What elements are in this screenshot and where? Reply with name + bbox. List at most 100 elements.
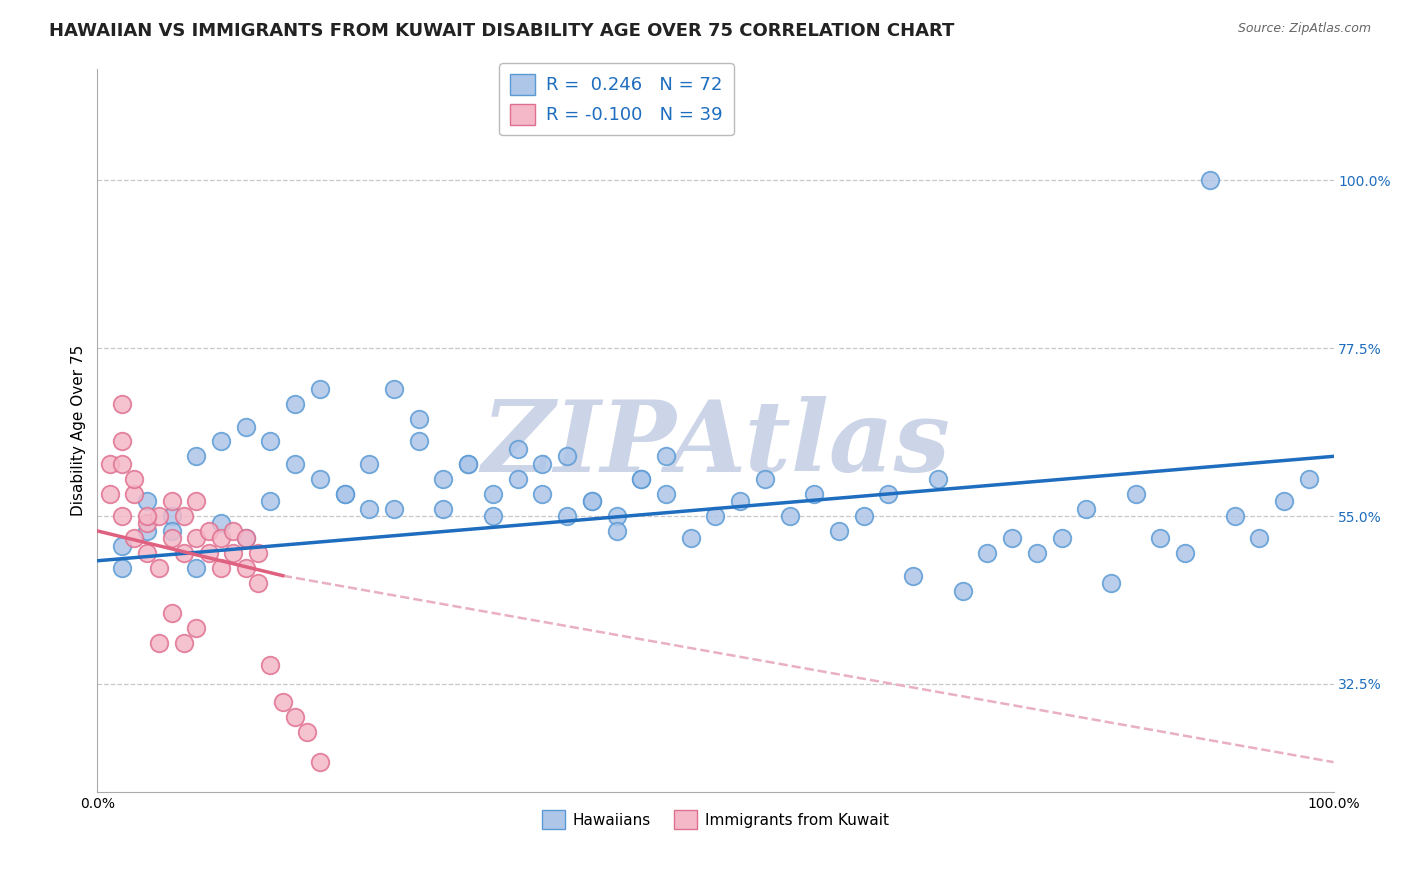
- Point: [432, 501, 454, 516]
- Point: [148, 561, 170, 575]
- Point: [976, 546, 998, 560]
- Point: [259, 658, 281, 673]
- Point: [779, 508, 801, 523]
- Point: [135, 516, 157, 531]
- Y-axis label: Disability Age Over 75: Disability Age Over 75: [72, 344, 86, 516]
- Point: [482, 486, 505, 500]
- Point: [754, 472, 776, 486]
- Point: [135, 494, 157, 508]
- Point: [927, 472, 949, 486]
- Point: [259, 494, 281, 508]
- Point: [1199, 173, 1222, 187]
- Point: [1099, 576, 1122, 591]
- Point: [457, 457, 479, 471]
- Point: [259, 434, 281, 449]
- Point: [482, 508, 505, 523]
- Point: [1174, 546, 1197, 560]
- Point: [1298, 472, 1320, 486]
- Point: [432, 472, 454, 486]
- Point: [197, 524, 219, 538]
- Point: [728, 494, 751, 508]
- Point: [284, 710, 307, 724]
- Point: [308, 472, 330, 486]
- Point: [173, 636, 195, 650]
- Point: [235, 532, 257, 546]
- Point: [209, 532, 232, 546]
- Point: [1050, 532, 1073, 546]
- Point: [124, 472, 146, 486]
- Point: [297, 725, 319, 739]
- Point: [655, 486, 678, 500]
- Text: HAWAIIAN VS IMMIGRANTS FROM KUWAIT DISABILITY AGE OVER 75 CORRELATION CHART: HAWAIIAN VS IMMIGRANTS FROM KUWAIT DISAB…: [49, 22, 955, 40]
- Point: [655, 450, 678, 464]
- Point: [111, 434, 134, 449]
- Point: [284, 397, 307, 411]
- Point: [160, 606, 183, 620]
- Point: [1223, 508, 1246, 523]
- Point: [852, 508, 875, 523]
- Point: [160, 532, 183, 546]
- Point: [408, 412, 430, 426]
- Point: [555, 450, 578, 464]
- Point: [111, 508, 134, 523]
- Point: [98, 457, 121, 471]
- Point: [124, 532, 146, 546]
- Point: [457, 457, 479, 471]
- Point: [308, 755, 330, 769]
- Point: [531, 457, 554, 471]
- Point: [581, 494, 603, 508]
- Legend: Hawaiians, Immigrants from Kuwait: Hawaiians, Immigrants from Kuwait: [536, 804, 894, 835]
- Point: [111, 457, 134, 471]
- Point: [382, 382, 405, 396]
- Point: [186, 561, 208, 575]
- Point: [1249, 532, 1271, 546]
- Point: [704, 508, 727, 523]
- Point: [148, 508, 170, 523]
- Point: [160, 524, 183, 538]
- Point: [148, 636, 170, 650]
- Point: [359, 501, 381, 516]
- Point: [271, 696, 294, 710]
- Point: [506, 442, 529, 456]
- Point: [160, 494, 183, 508]
- Point: [209, 516, 232, 531]
- Point: [333, 486, 356, 500]
- Text: ZIPAtlas: ZIPAtlas: [481, 396, 950, 493]
- Point: [135, 508, 157, 523]
- Point: [197, 546, 219, 560]
- Point: [222, 524, 245, 538]
- Point: [135, 546, 157, 560]
- Point: [803, 486, 825, 500]
- Point: [606, 508, 628, 523]
- Point: [828, 524, 851, 538]
- Point: [679, 532, 702, 546]
- Point: [235, 561, 257, 575]
- Point: [186, 494, 208, 508]
- Point: [531, 486, 554, 500]
- Point: [247, 576, 270, 591]
- Point: [630, 472, 652, 486]
- Point: [308, 382, 330, 396]
- Point: [1025, 546, 1047, 560]
- Point: [506, 472, 529, 486]
- Point: [1272, 494, 1295, 508]
- Point: [333, 486, 356, 500]
- Point: [135, 524, 157, 538]
- Point: [111, 561, 134, 575]
- Point: [1076, 501, 1098, 516]
- Point: [209, 561, 232, 575]
- Text: Source: ZipAtlas.com: Source: ZipAtlas.com: [1237, 22, 1371, 36]
- Point: [186, 621, 208, 635]
- Point: [160, 508, 183, 523]
- Point: [903, 568, 925, 582]
- Point: [111, 397, 134, 411]
- Point: [235, 532, 257, 546]
- Point: [952, 583, 974, 598]
- Point: [606, 524, 628, 538]
- Point: [173, 508, 195, 523]
- Point: [173, 546, 195, 560]
- Point: [186, 532, 208, 546]
- Point: [382, 501, 405, 516]
- Point: [284, 457, 307, 471]
- Point: [209, 434, 232, 449]
